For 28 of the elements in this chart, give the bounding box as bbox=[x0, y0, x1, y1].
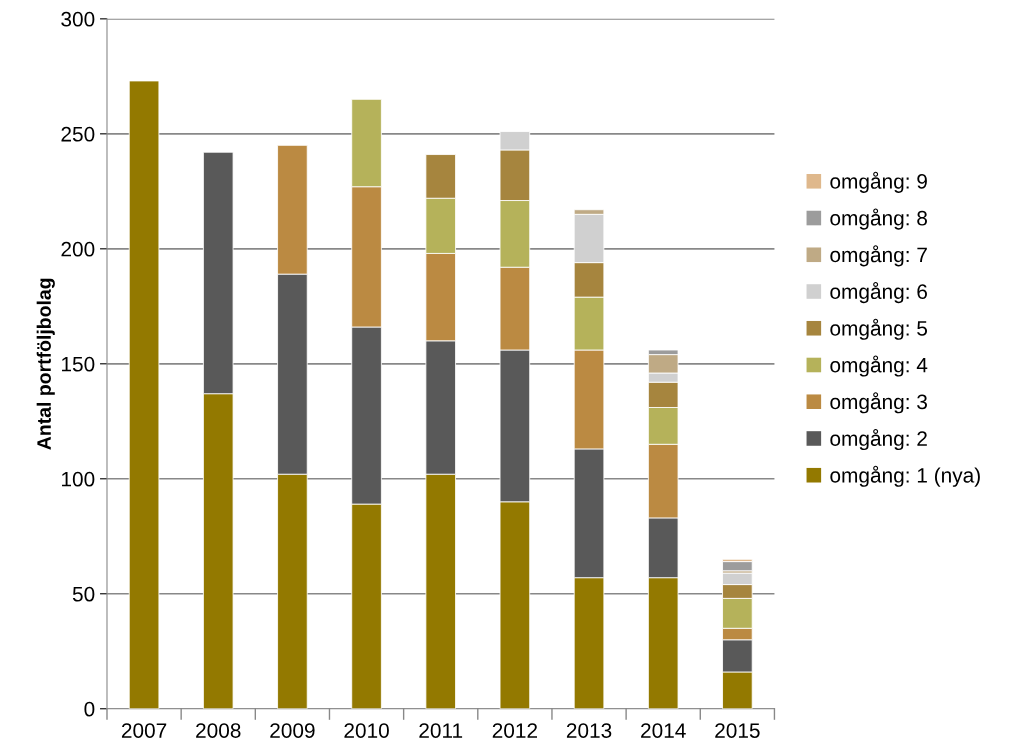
y-tick-label: 250 bbox=[61, 126, 95, 142]
x-tick-label: 2014 bbox=[641, 723, 686, 738]
bar bbox=[128, 80, 160, 709]
y-tick-label: 50 bbox=[72, 586, 95, 602]
legend-label: omgång: 1 (nya) bbox=[830, 465, 980, 487]
legend-label: omgång: 3 bbox=[830, 392, 927, 414]
x-tick-label: 2015 bbox=[715, 723, 760, 738]
x-tick-label: 2007 bbox=[121, 723, 167, 738]
legend-label: omgång: 7 bbox=[830, 245, 927, 267]
x-tick-label: 2009 bbox=[270, 723, 315, 738]
y-tick-label: 200 bbox=[61, 241, 95, 257]
legend-label: omgång: 5 bbox=[830, 318, 928, 340]
y-axis-title: Antal portföljbolag bbox=[36, 278, 55, 450]
y-tick-label: 300 bbox=[61, 11, 95, 27]
legend-label: omgång: 6 bbox=[830, 282, 927, 304]
legend-label: omgång: 9 bbox=[830, 171, 927, 193]
x-tick-label: 2012 bbox=[492, 723, 538, 738]
legend-label: omgång: 2 bbox=[830, 428, 927, 451]
x-tick-label: 2011 bbox=[419, 723, 463, 738]
x-tick-label: 2013 bbox=[566, 723, 612, 738]
y-tick-label: 100 bbox=[62, 471, 95, 487]
legend-label: omgång: 8 bbox=[830, 208, 927, 230]
legend-label: omgång: 4 bbox=[830, 355, 928, 377]
bar bbox=[722, 561, 753, 572]
y-tick-label: 150 bbox=[62, 356, 95, 372]
x-tick-label: 2010 bbox=[344, 723, 389, 738]
y-tick-label: 0 bbox=[84, 701, 95, 717]
x-tick-label: 2008 bbox=[196, 723, 241, 738]
